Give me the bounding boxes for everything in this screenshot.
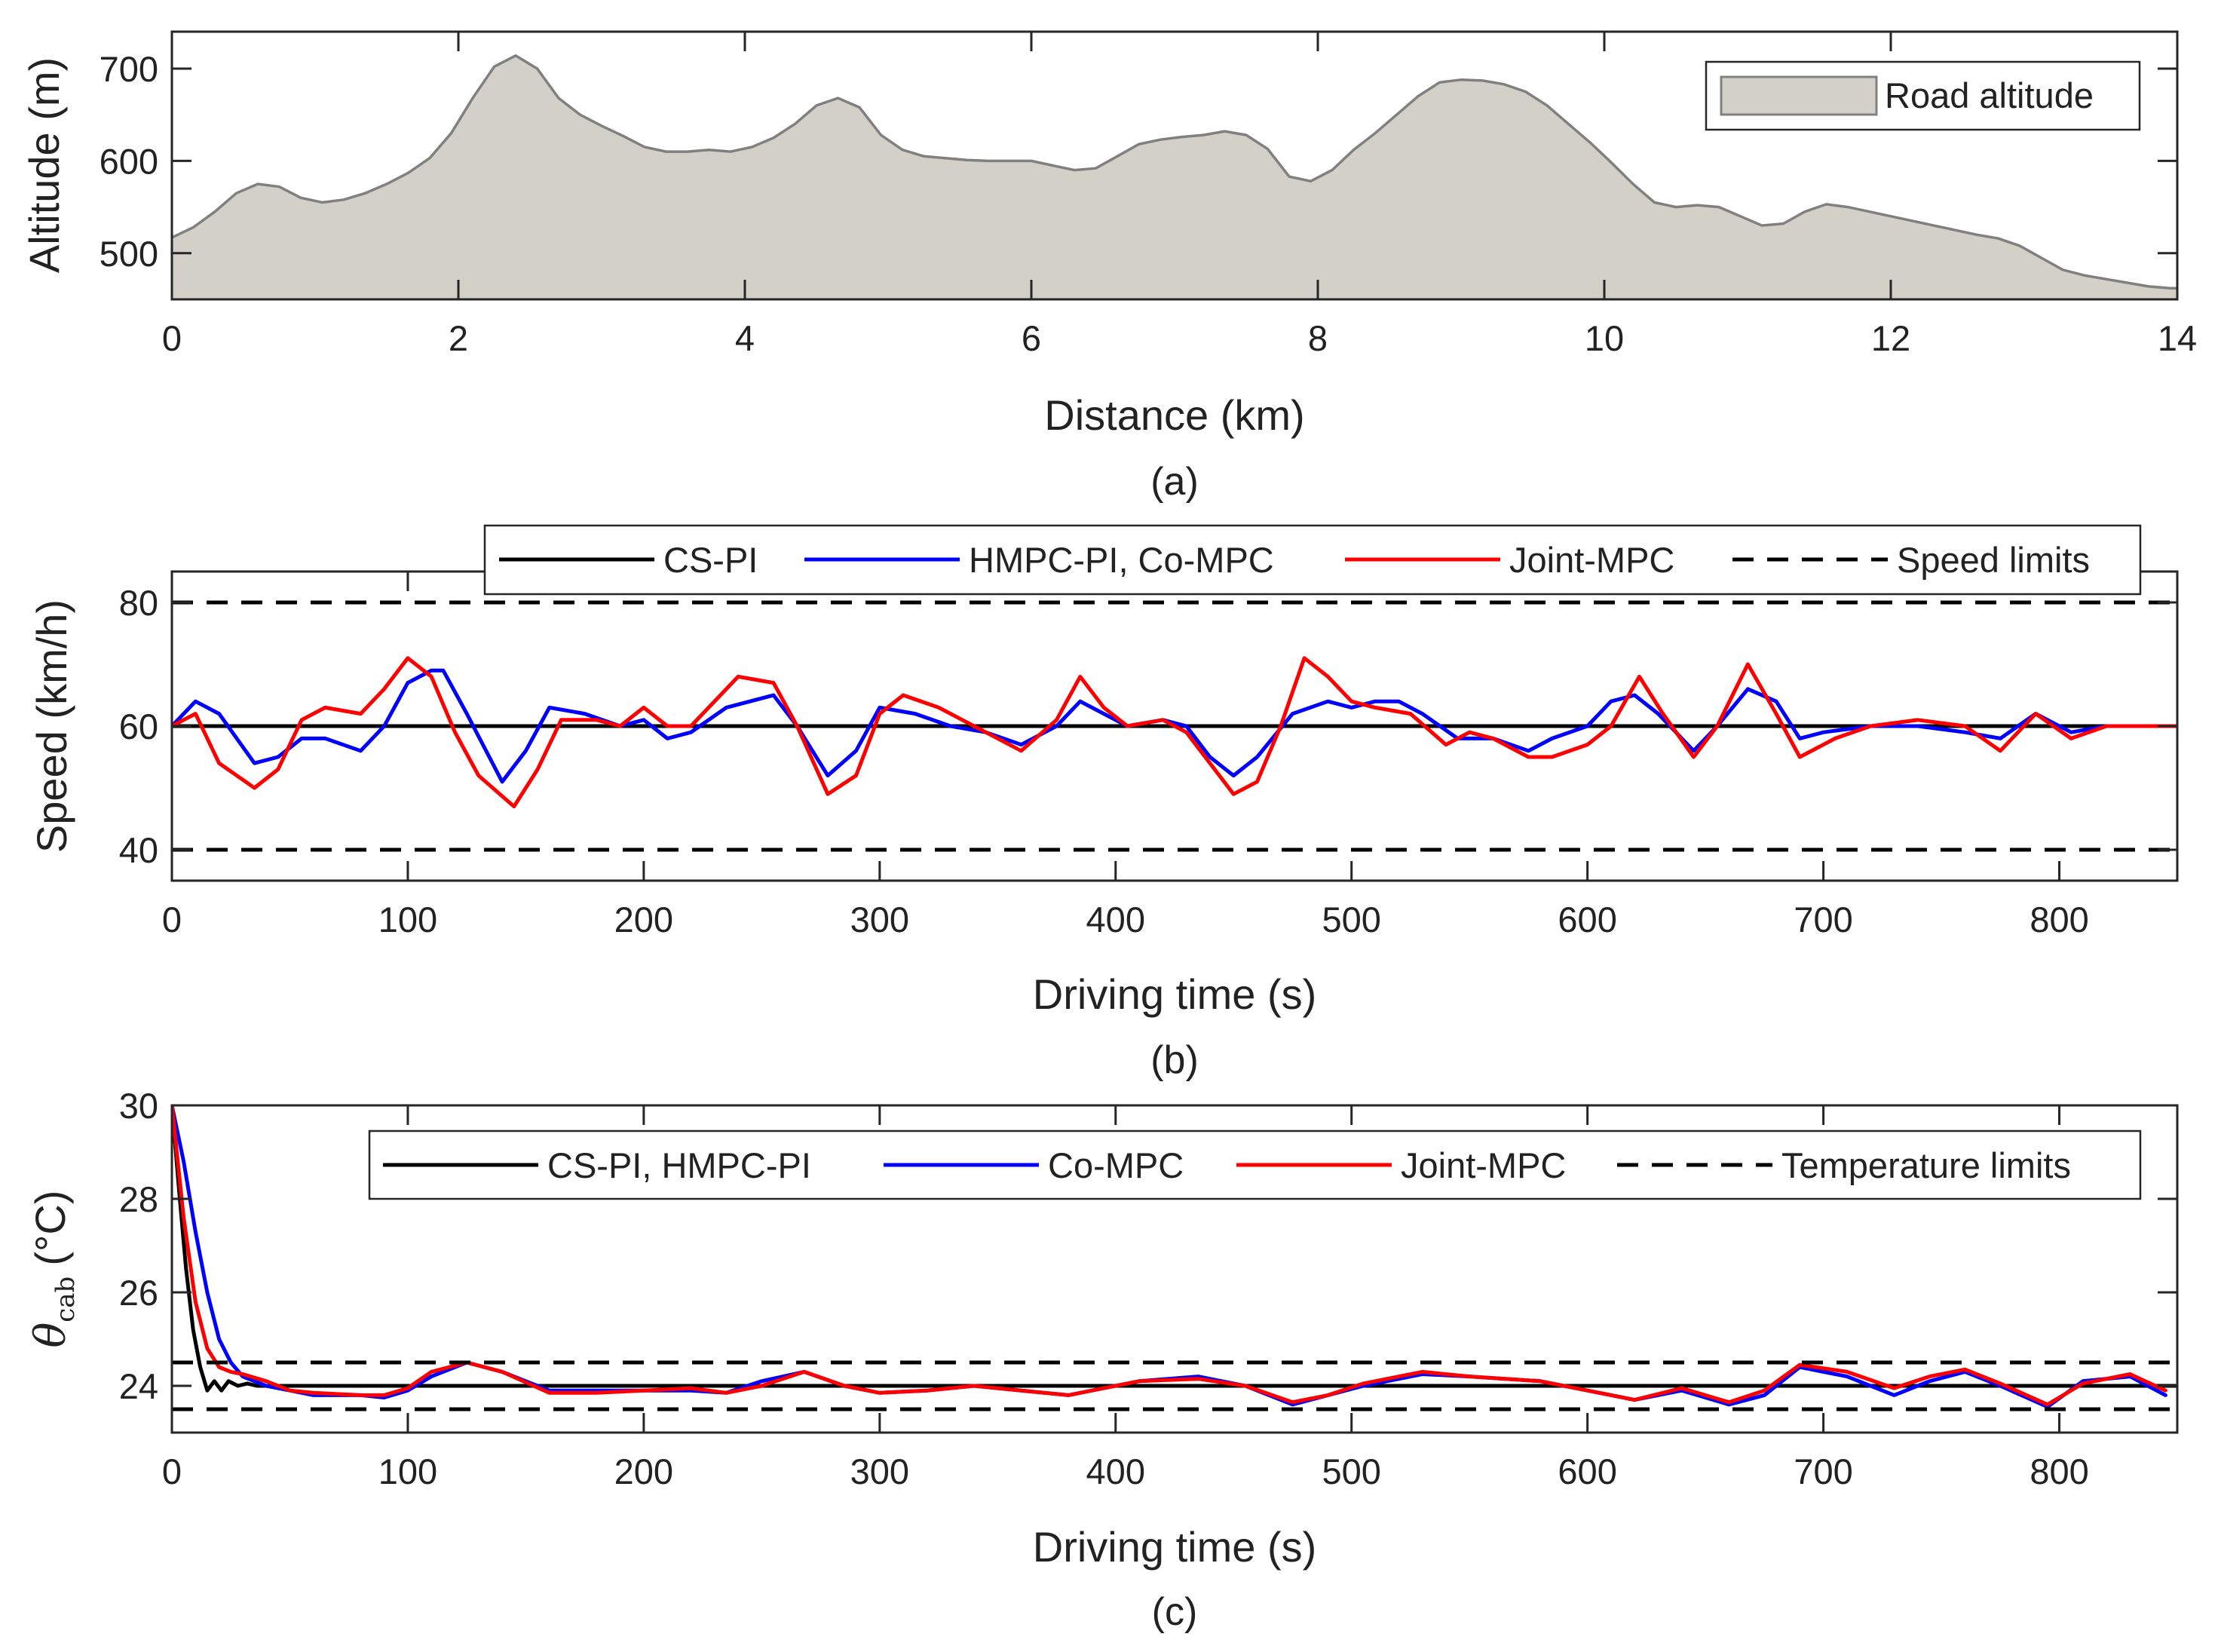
series-joint-mpc-line (172, 656, 2177, 809)
y-label-subscript: cab (51, 1277, 81, 1323)
y-tick-label-26: 26 (119, 1273, 158, 1313)
x-tick-label-8: 8 (1308, 318, 1328, 358)
series-road-altitude-outline (172, 54, 2177, 290)
x-tick-label-12: 12 (1871, 318, 1910, 358)
x-tick-label-700: 700 (1794, 900, 1852, 939)
panel-b-plot-area (172, 600, 2177, 852)
y-tick-label-80: 80 (119, 583, 158, 623)
x-tick-label-500: 500 (1322, 1451, 1380, 1491)
x-tick-label-400: 400 (1086, 1451, 1145, 1491)
x-tick-label-400: 400 (1086, 900, 1145, 939)
panel-a-plot-area (172, 54, 2177, 299)
y-tick-label-40: 40 (119, 830, 158, 870)
x-tick-label-10: 10 (1585, 318, 1624, 358)
y-tick-label-30: 30 (119, 1086, 158, 1126)
x-tick-label-100: 100 (378, 1451, 437, 1491)
y-tick-label-600: 600 (100, 141, 158, 181)
y-tick-label-700: 700 (100, 49, 158, 89)
panel-b-data-layer (172, 600, 2177, 852)
panel-c-plot-area (172, 1105, 2177, 1411)
panel-b-legend-box (483, 524, 2142, 596)
panel-a-y-label: Altitude (m) (20, 57, 68, 273)
x-tick-label-300: 300 (850, 1451, 909, 1491)
y-label-unit: (°C) (26, 1191, 74, 1266)
panel-a-data-layer (172, 54, 2177, 299)
series-joint-mpc-line (172, 1105, 2167, 1407)
x-tick-label-200: 200 (614, 900, 673, 939)
panel-a-x-ticks: 0 2 4 6 8 10 12 14 (162, 32, 2197, 358)
x-tick-label-0: 0 (162, 900, 182, 939)
y-tick-label-60: 60 (119, 706, 158, 746)
panel-c: 0 100 200 300 400 500 600 700 800 24 26 28 30 Drivi… (26, 1086, 2179, 1634)
panel-a-caption: (a) (1150, 460, 1199, 504)
x-tick-label-300: 300 (850, 900, 909, 939)
x-tick-label-0: 0 (162, 1451, 182, 1491)
legend-label-joint-mpc: Joint-MPC (1401, 1145, 1566, 1185)
panel-b-x-label: Driving time (s) (1033, 970, 1316, 1018)
legend-label-cs-pi: CS-PI (663, 540, 758, 580)
panel-b-x-ticks: 0 100 200 300 400 500 600 700 800 (162, 572, 2089, 939)
y-label-theta: θ (26, 1323, 75, 1348)
legend-label-temperature-limits: Temperature limits (1781, 1145, 2071, 1185)
legend-label-speed-limits: Speed limits (1897, 540, 2090, 580)
panel-c-x-label: Driving time (s) (1033, 1523, 1316, 1571)
series-road-altitude-area (172, 55, 2177, 299)
panel-c-legend: CS-PI, HMPC-PI Co-MPC Joint-MPC Temperat… (368, 1129, 2142, 1200)
panel-b-legend: CS-PI HMPC-PI, Co-MPC Joint-MPC Speed li… (483, 524, 2142, 596)
y-tick-label-28: 28 (119, 1179, 158, 1219)
x-tick-label-600: 600 (1558, 900, 1616, 939)
panel-a-x-label: Distance (km) (1044, 391, 1304, 439)
legend-label-road-altitude: Road altitude (1885, 75, 2094, 115)
panel-c-y-ticks: 24 26 28 30 (119, 1086, 2177, 1406)
panel-c-axes-box (170, 1104, 2179, 1434)
legend-swatch-road-altitude (1720, 75, 1878, 116)
legend-label-hmpc-pi-co-mpc: HMPC-PI, Co-MPC (969, 540, 1274, 580)
panel-b-caption: (b) (1150, 1038, 1199, 1082)
x-tick-label-600: 600 (1558, 1451, 1616, 1491)
x-tick-label-200: 200 (614, 1451, 673, 1491)
x-tick-label-800: 800 (2030, 900, 2088, 939)
panel-a-y-ticks: 500 600 700 (100, 49, 2177, 274)
series-cs-pi-hmpc-pi-line (172, 1105, 2177, 1393)
legend-label-joint-mpc: Joint-MPC (1509, 540, 1674, 580)
panel-b-y-ticks: 40 60 80 (119, 583, 2177, 870)
panel-a-axes-box (170, 30, 2179, 301)
x-tick-label-2: 2 (449, 318, 468, 358)
x-tick-label-500: 500 (1322, 900, 1380, 939)
panel-a: 0 2 4 6 8 10 12 14 500 600 700 Distance (km) Alti… (20, 30, 2197, 504)
panel-c-data-layer (172, 1105, 2177, 1411)
y-tick-label-500: 500 (100, 234, 158, 274)
x-tick-label-4: 4 (735, 318, 755, 358)
x-tick-label-6: 6 (1022, 318, 1041, 358)
panel-a-legend: Road altitude (1705, 60, 2141, 131)
x-tick-label-800: 800 (2030, 1451, 2088, 1491)
legend-label-cs-pi-hmpc-pi: CS-PI, HMPC-PI (547, 1145, 811, 1185)
x-tick-label-100: 100 (378, 900, 437, 939)
x-tick-label-0: 0 (162, 318, 182, 358)
panel-b-y-label: Speed (km/h) (28, 599, 75, 853)
y-tick-label-24: 24 (119, 1366, 158, 1406)
panel-c-y-label: θcab (°C) (26, 1191, 81, 1348)
panel-b: 0 100 200 300 400 500 600 700 800 40 60 80 Driving… (28, 524, 2179, 1082)
x-tick-label-14: 14 (2158, 318, 2197, 358)
panel-c-x-ticks: 0 100 200 300 400 500 600 700 800 (162, 1105, 2089, 1491)
legend-label-co-mpc: Co-MPC (1048, 1145, 1184, 1185)
x-tick-label-700: 700 (1794, 1451, 1852, 1491)
panel-c-caption: (c) (1152, 1590, 1198, 1634)
